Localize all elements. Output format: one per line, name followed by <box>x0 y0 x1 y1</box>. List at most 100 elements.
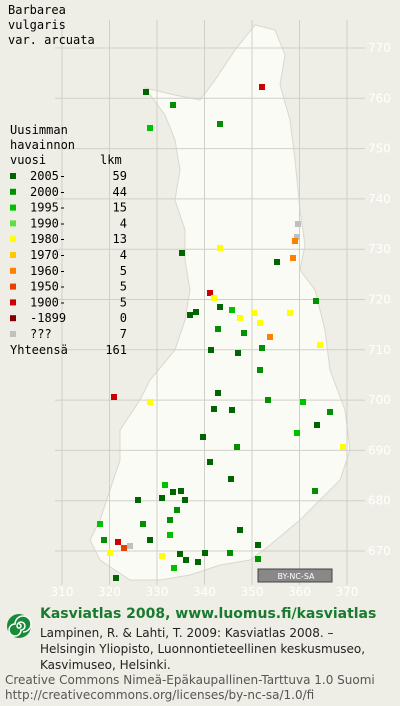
species-title: var. arcuata <box>8 33 95 47</box>
observation-square <box>207 290 213 296</box>
observation-square <box>287 310 293 316</box>
observation-square <box>121 545 127 551</box>
legend-swatch <box>10 299 16 306</box>
observation-square <box>267 334 273 340</box>
observation-square <box>171 565 177 571</box>
legend-swatch <box>10 173 16 179</box>
observation-square <box>143 89 149 95</box>
legend-heading: Uusimman <box>10 123 68 137</box>
legend-label: 2005- <box>30 169 66 183</box>
grid-label: 740 <box>368 192 391 206</box>
legend-label: 1950- <box>30 280 66 294</box>
observation-square <box>113 575 119 581</box>
grid-label: 670 <box>368 544 391 558</box>
legend-count: 13 <box>113 232 127 246</box>
observation-square <box>147 537 153 543</box>
grid-label: 760 <box>368 91 391 105</box>
observation-square <box>202 550 208 556</box>
legend-heading: vuosi <box>10 153 46 167</box>
observation-square <box>170 489 176 495</box>
observation-square <box>229 307 235 313</box>
legend-swatch <box>10 267 16 274</box>
legend-swatch <box>10 252 16 258</box>
legend-heading: havainnon <box>10 138 75 152</box>
observation-square <box>259 84 265 90</box>
observation-square <box>147 125 153 131</box>
observation-square <box>193 309 199 315</box>
observation-square <box>140 521 146 527</box>
logo <box>7 614 32 638</box>
observation-square <box>167 532 173 538</box>
observation-square <box>167 517 173 523</box>
citation-line: Lampinen, R. & Lahti, T. 2009: Kasviatla… <box>40 626 334 640</box>
observation-square <box>107 550 113 556</box>
observation-square <box>200 434 206 440</box>
observation-square <box>217 304 223 310</box>
observation-square <box>237 315 243 321</box>
observation-square <box>170 102 176 108</box>
observation-square <box>207 459 213 465</box>
grid-label: 750 <box>368 142 391 156</box>
observation-square <box>187 312 193 318</box>
observation-square <box>259 345 265 351</box>
observation-square <box>229 407 235 413</box>
grid-label: 360 <box>288 585 311 599</box>
observation-square <box>217 121 223 127</box>
observation-square <box>179 250 185 256</box>
observation-dots <box>97 84 346 581</box>
observation-square <box>101 537 107 543</box>
legend-swatch <box>10 236 16 243</box>
observation-square <box>159 495 165 501</box>
observation-square <box>177 551 183 557</box>
observation-square <box>135 497 141 503</box>
observation-square <box>295 221 301 227</box>
legend-swatch <box>10 283 16 290</box>
total-label: Yhteensä <box>10 343 68 357</box>
observation-square <box>215 326 221 332</box>
legend-count: 5 <box>120 295 127 309</box>
observation-square <box>159 553 165 559</box>
observation-square <box>294 234 300 240</box>
legend-label: -1899 <box>30 311 66 325</box>
observation-square <box>327 409 333 415</box>
observation-square <box>227 550 233 556</box>
observation-square <box>317 342 323 348</box>
legend-label: 1990- <box>30 216 66 230</box>
observation-square <box>178 488 184 494</box>
legend-count-heading: lkm <box>100 153 122 167</box>
legend-count: 4 <box>120 248 127 262</box>
observation-square <box>255 556 261 562</box>
badge-text: BY-NC-SA <box>277 572 315 581</box>
observation-square <box>290 255 296 261</box>
legend-count: 15 <box>113 201 127 215</box>
grid-label: 350 <box>241 585 264 599</box>
grid-label: 770 <box>368 41 391 55</box>
observation-square <box>182 497 188 503</box>
legend-swatch <box>10 188 16 195</box>
observation-square <box>314 422 320 428</box>
grid-label: 700 <box>368 393 391 407</box>
legend-count: 5 <box>120 264 127 278</box>
observation-square <box>234 444 240 450</box>
observation-square <box>115 539 121 545</box>
species-title: vulgaris <box>8 18 66 32</box>
observation-square <box>312 488 318 494</box>
citation-line: Helsingin Yliopisto, Luonnontieteellinen… <box>40 642 365 656</box>
observation-square <box>195 559 201 565</box>
observation-square <box>237 527 243 533</box>
license-line: http://creativecommons.org/licenses/by-n… <box>5 688 314 702</box>
badge-box <box>257 568 333 583</box>
legend-swatch <box>10 204 16 211</box>
observation-square <box>215 390 221 396</box>
observation-square <box>251 310 257 316</box>
license-line: Creative Commons Nimeä-Epäkaupallinen-Ta… <box>5 673 375 687</box>
logo-spiral <box>8 615 32 637</box>
legend-count: 0 <box>120 311 127 325</box>
observation-square <box>97 521 103 527</box>
species-title: Barbarea <box>8 3 66 17</box>
grid-label: 340 <box>193 585 216 599</box>
legend-count: 4 <box>120 216 127 230</box>
